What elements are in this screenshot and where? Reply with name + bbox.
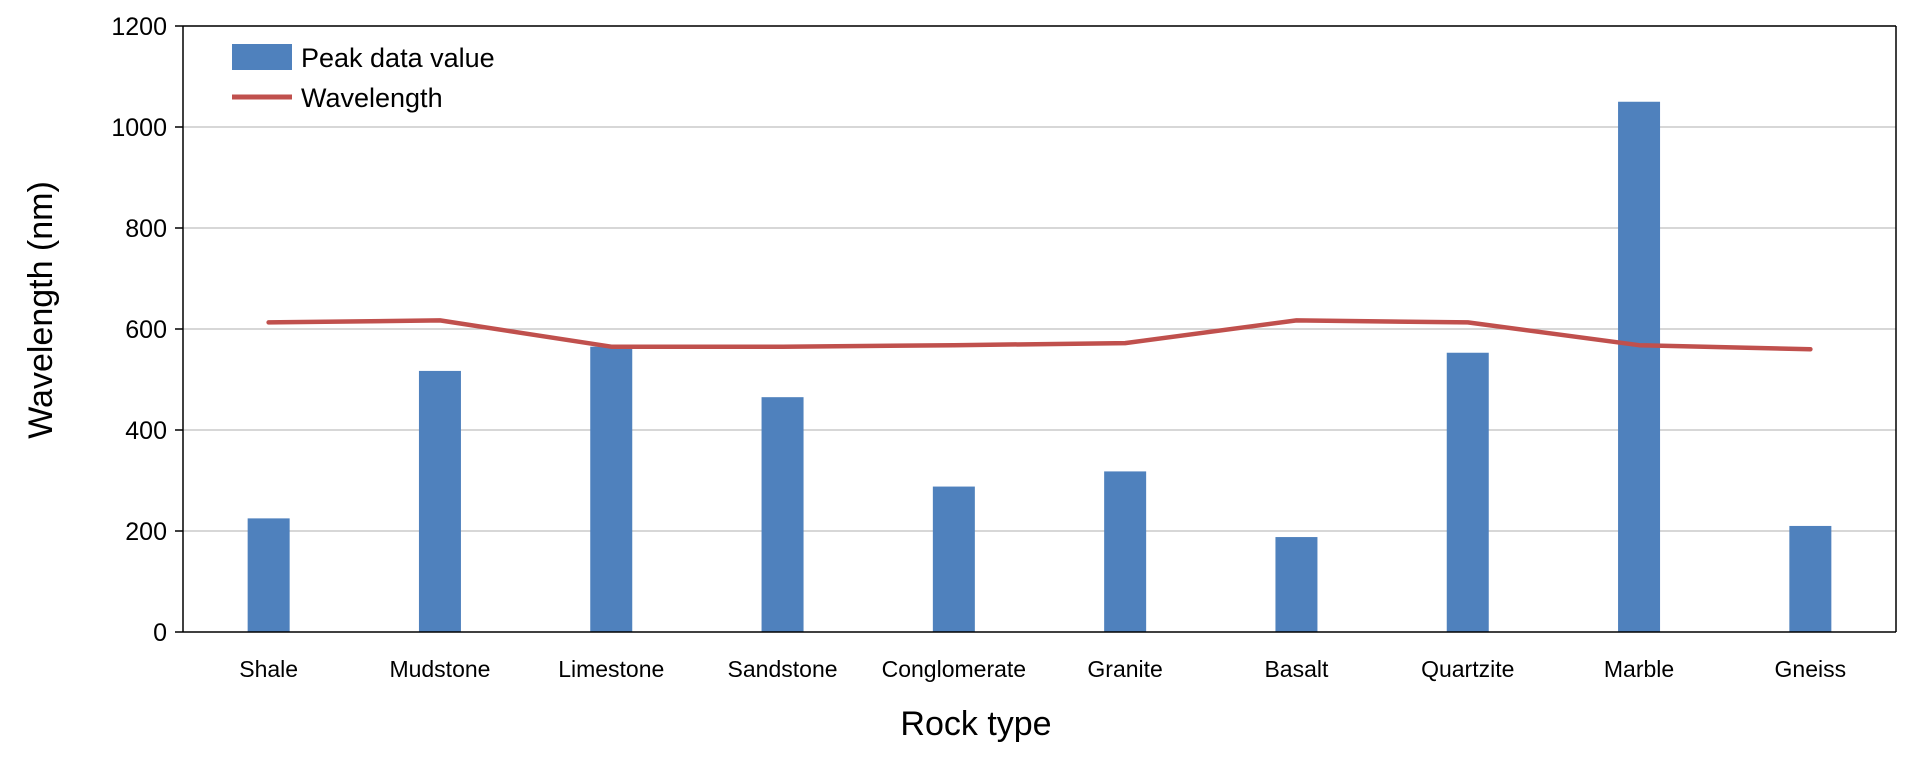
bar-granite (1104, 471, 1146, 632)
bar-limestone (590, 347, 632, 632)
bar-conglomerate (933, 487, 975, 632)
y-tick-label: 0 (153, 619, 167, 647)
y-tick-label: 400 (125, 417, 167, 445)
bar-series (248, 102, 1832, 632)
legend-label-line: Wavelength (301, 83, 443, 113)
bar-sandstone (762, 397, 804, 632)
legend: Peak data value Wavelength (232, 43, 495, 113)
x-tick-label: Sandstone (728, 656, 838, 682)
y-tick-label: 800 (125, 215, 167, 243)
y-tick-label: 600 (125, 316, 167, 344)
x-tick-labels: Shale Mudstone Limestone Sandstone Conglomer… (239, 656, 1846, 682)
bar-marble (1618, 102, 1660, 632)
wavelength-line (269, 320, 1811, 349)
bar-gneiss (1789, 526, 1831, 632)
legend-swatch-bar (232, 44, 292, 70)
legend-label-bar: Peak data value (301, 43, 495, 73)
bar-quartzite (1447, 353, 1489, 632)
x-axis-title: Rock type (900, 705, 1051, 743)
bar-basalt (1275, 537, 1317, 632)
x-tick-label: Mudstone (389, 656, 490, 682)
bar-mudstone (419, 371, 461, 632)
y-tick-label: 1000 (111, 114, 167, 142)
x-tick-label: Granite (1087, 656, 1162, 682)
line-series (269, 320, 1811, 349)
x-tick-label: Limestone (558, 656, 664, 682)
y-axis-title: Wavelength (nm) (22, 181, 60, 439)
x-tick-label: Quartzite (1421, 656, 1514, 682)
y-tick-labels: 0 200 400 600 800 1000 1200 (111, 13, 167, 647)
bar-shale (248, 518, 290, 632)
x-tick-label: Marble (1604, 656, 1674, 682)
x-tick-label: Shale (239, 656, 298, 682)
y-tick-label: 1200 (111, 13, 167, 41)
x-tick-label: Gneiss (1775, 656, 1847, 682)
x-tick-label: Basalt (1264, 656, 1329, 682)
x-tick-label: Conglomerate (882, 656, 1026, 682)
y-tick-label: 200 (125, 518, 167, 546)
